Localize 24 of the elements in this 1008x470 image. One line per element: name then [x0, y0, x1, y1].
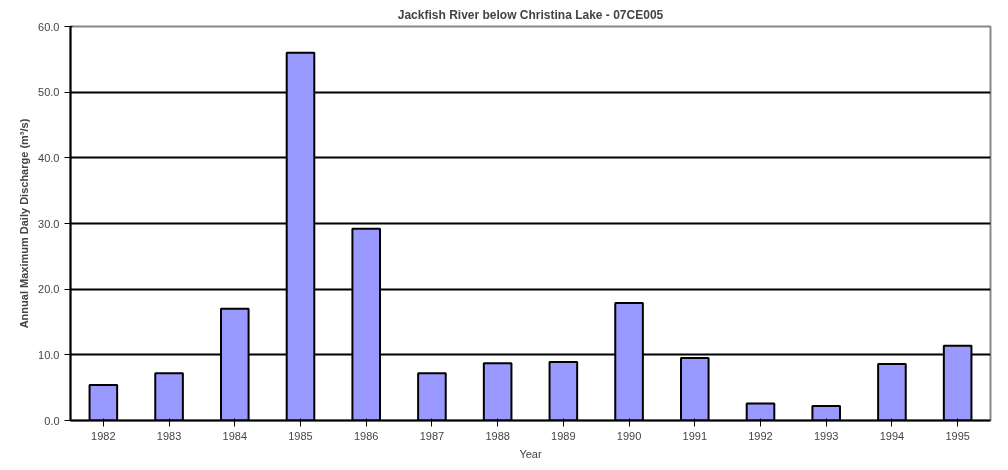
x-tick-label: 1991: [682, 429, 708, 442]
y-tick-label: 60.0: [38, 20, 60, 33]
x-tick-label: 1986: [353, 429, 379, 442]
y-tick-label: 50.0: [38, 86, 60, 99]
x-tick-label: 1982: [91, 429, 116, 442]
x-tick-label: 1988: [485, 429, 510, 442]
y-axis-title: Annual Maximum Daily Discharge (m³/s): [18, 118, 31, 329]
x-tick-label: 1994: [879, 429, 905, 442]
chart-title: Jackfish River below Christina Lake - 07CE005: [397, 7, 664, 22]
y-tick-label: 0.0: [44, 414, 60, 427]
x-axis-title: Year: [519, 447, 542, 460]
x-tick-label: 1990: [616, 429, 642, 442]
y-tick-label: 30.0: [38, 217, 60, 230]
x-tick-label: 1992: [748, 429, 773, 442]
x-tick-label: 1985: [288, 429, 313, 442]
x-tick-label: 1987: [419, 429, 445, 442]
y-tick-label: 20.0: [38, 283, 60, 296]
x-tick-label: 1993: [813, 429, 839, 442]
x-tick-label: 1995: [945, 429, 970, 442]
x-tick-label: 1983: [156, 429, 182, 442]
y-tick-label: 10.0: [38, 348, 60, 361]
x-tick-label: 1984: [222, 429, 248, 442]
x-tick-label: 1989: [551, 429, 576, 442]
y-tick-label: 40.0: [38, 151, 60, 164]
